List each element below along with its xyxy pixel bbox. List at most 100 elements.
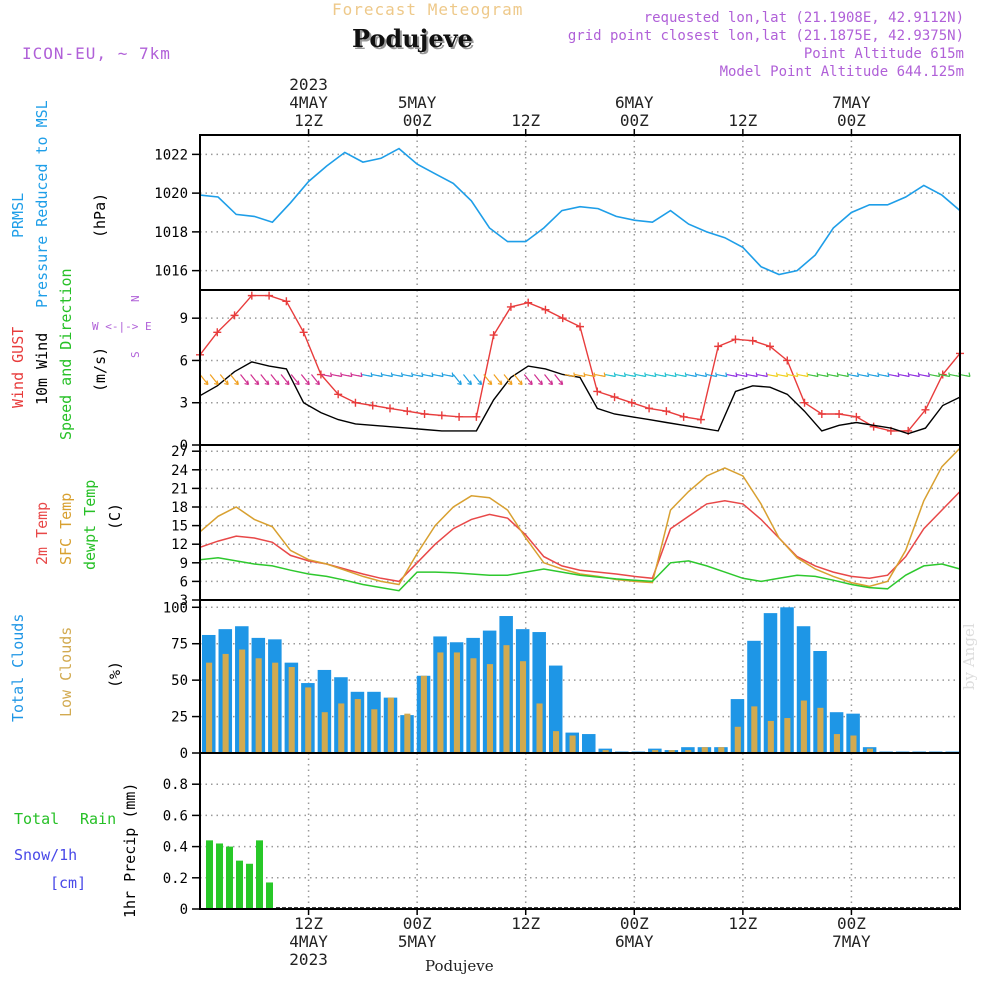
- total-clouds-label: Total Clouds: [9, 614, 27, 722]
- wind-direction-arrow: [351, 372, 363, 378]
- time-axis-top-label: 7MAY: [832, 93, 871, 112]
- pressure-line: [199, 147, 961, 276]
- wind-direction-arrow: [909, 372, 920, 378]
- precipitation-panel-frame: [199, 752, 961, 910]
- gust-marker: [299, 328, 308, 337]
- time-axis-bottom-label: 7MAY: [832, 932, 871, 951]
- low-cloud-bar: [718, 747, 725, 753]
- time-axis-bottom-label: 12Z: [728, 914, 757, 933]
- wind-direction-arrow: [219, 374, 229, 386]
- time-axis-bottom-label: 00Z: [620, 914, 649, 933]
- wind-direction-arrow: [615, 372, 627, 378]
- temp2m-line: [199, 490, 961, 583]
- low-cloud-bar: [751, 706, 758, 753]
- time-axis-top-label: 6MAY: [615, 93, 654, 112]
- rain-bar: [226, 846, 233, 909]
- wind-direction-arrow: [402, 372, 414, 378]
- rain-bar: [256, 840, 263, 909]
- low-cloud-bar: [701, 747, 708, 753]
- wind-direction-arrow: [432, 372, 444, 378]
- clouds-unit: (%): [106, 661, 124, 688]
- wind-direction-arrow: [888, 372, 900, 378]
- wind-label: 10m Wind: [33, 333, 51, 405]
- gust-marker: [593, 387, 602, 396]
- wind-direction-arrow: [372, 372, 383, 378]
- wind-direction-arrow: [828, 372, 839, 378]
- wind-direction-arrow: [260, 374, 270, 386]
- gust-marker: [835, 410, 844, 418]
- y-tick-label: 15: [171, 519, 188, 535]
- gust-marker: [748, 336, 757, 345]
- wind-direction-arrow: [868, 372, 880, 378]
- time-axis-top-label: 12Z: [294, 111, 323, 130]
- low-cloud-bar: [470, 658, 477, 753]
- wind-direction-arrow: [362, 372, 373, 378]
- wind-direction-arrow: [544, 374, 554, 386]
- wind-direction-arrow: [625, 372, 637, 378]
- time-axis-bottom-label: 12Z: [511, 914, 540, 933]
- gust-marker: [489, 331, 498, 340]
- time-axis-bottom-label: 12Z: [294, 914, 323, 933]
- low-cloud-bar: [288, 667, 295, 753]
- low-cloud-bar: [866, 748, 874, 753]
- gust-marker: [472, 412, 481, 421]
- wind-direction-arrow: [757, 372, 768, 378]
- y-tick-label: 1016: [154, 264, 188, 280]
- compass-east-west: W <-|-> E: [92, 320, 152, 333]
- gust-label: Wind GUST: [9, 327, 27, 408]
- gust-marker: [731, 335, 740, 344]
- low-cloud-bar: [767, 720, 774, 753]
- wind-direction-arrow: [382, 372, 393, 378]
- wind-direction-arrow: [503, 374, 513, 386]
- wind-direction-arrow: [473, 374, 483, 386]
- wind-direction-arrow: [645, 372, 657, 378]
- low-cloud-bar: [321, 712, 328, 753]
- y-tick-label: 0.2: [163, 871, 188, 887]
- gust-marker: [541, 305, 550, 314]
- time-axis-bottom-label: 00Z: [403, 914, 432, 933]
- wind-direction-arrow: [462, 374, 473, 386]
- low-cloud-bar: [371, 709, 378, 753]
- gust-marker: [437, 411, 446, 420]
- wind-direction-arrow: [250, 374, 260, 386]
- total-cloud-bar: [548, 665, 563, 753]
- wind-direction-arrow: [655, 372, 667, 378]
- total-cloud-bar: [780, 607, 794, 753]
- gust-marker: [455, 412, 464, 421]
- wind-direction-arrow: [412, 372, 424, 378]
- rain-bar: [236, 860, 243, 909]
- wind-direction-arrow: [574, 372, 586, 378]
- wind-direction-arrow: [838, 372, 849, 378]
- low-cloud-bar: [850, 735, 857, 753]
- gust-marker: [506, 302, 515, 311]
- gust-marker: [696, 415, 705, 424]
- y-tick-label: 24: [171, 463, 188, 479]
- gust-marker: [800, 398, 809, 407]
- gust-marker: [403, 407, 412, 416]
- y-tick-label: 1020: [154, 186, 188, 202]
- time-axis-top-label: 5MAY: [398, 93, 437, 112]
- total-cloud-bar: [763, 613, 778, 753]
- wind-panel-frame: [199, 289, 961, 446]
- chart-title: Forecast Meteogram: [332, 0, 524, 19]
- wind-direction-arrow: [300, 374, 310, 386]
- wind-direction-arrow: [199, 374, 209, 386]
- wind-direction-arrow: [736, 372, 748, 378]
- gust-marker: [679, 412, 688, 421]
- wind-direction-arrow: [899, 372, 910, 378]
- precip-rain-label: Rain: [80, 810, 116, 828]
- pressure-panel-frame: [199, 134, 961, 291]
- time-axis-top-label: 12Z: [511, 111, 540, 130]
- rain-bar: [216, 843, 223, 909]
- gust-marker: [852, 412, 861, 421]
- temperature-panel-frame: [199, 444, 961, 601]
- low-cloud-bar: [668, 750, 675, 753]
- wind-direction-arrow: [290, 374, 300, 386]
- pressure-label-2: Pressure Reduced to MSL: [33, 100, 51, 308]
- wind-direction-arrow: [321, 372, 333, 378]
- y-tick-label: 6: [180, 353, 188, 369]
- y-tick-label: 1018: [154, 225, 188, 241]
- compass-south: S: [129, 351, 142, 358]
- low-cloud-bar: [338, 703, 345, 753]
- low-cloud-bar: [453, 652, 460, 753]
